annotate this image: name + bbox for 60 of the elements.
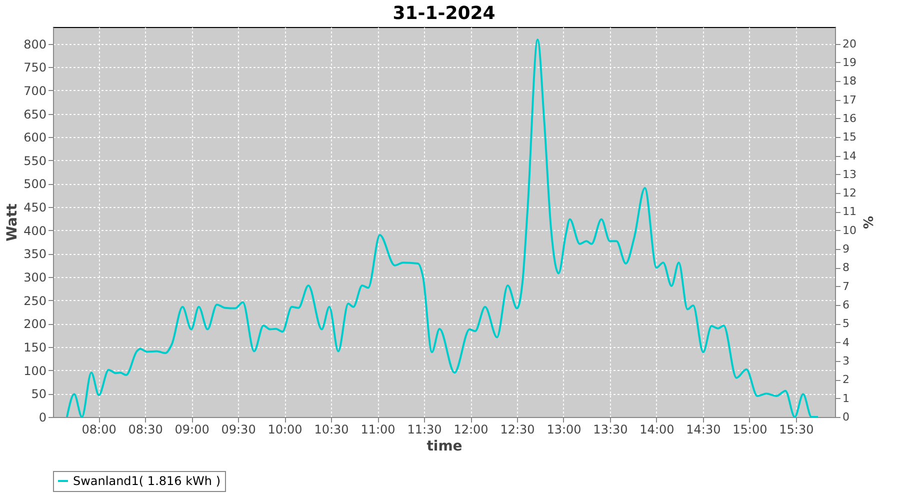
- x-tick-label: 14:00: [640, 422, 674, 436]
- x-tick-label: 11:30: [407, 422, 442, 436]
- x-tick-label: 09:30: [221, 422, 256, 436]
- x-tick-label: 15:00: [732, 422, 768, 436]
- y2-tick-label: 20: [842, 37, 856, 50]
- line-series: [66, 38, 820, 418]
- chart-title: 31-1-2024: [392, 3, 496, 24]
- legend-label: Swanland1( 1.816 kWh ): [73, 474, 221, 488]
- y2-tick-label: 3: [842, 354, 850, 368]
- y-tick-label: 600: [24, 130, 46, 145]
- y-tick-label: 200: [24, 317, 46, 332]
- y2-axis-title: %: [859, 216, 874, 230]
- y2-tick-label: 9: [842, 242, 850, 256]
- y2-tick-label: 0: [842, 410, 850, 424]
- y2-tick-label: 4: [842, 336, 850, 349]
- y2-tick-label: 11: [842, 205, 856, 218]
- x-tick-label: 10:30: [314, 422, 349, 436]
- x-axis-title: time: [426, 438, 462, 454]
- x-tick-label: 10:00: [268, 422, 302, 436]
- x-tick-label: 11:00: [360, 422, 396, 436]
- y2-tick-label: 14: [842, 149, 856, 162]
- y-tick-label: 350: [24, 247, 46, 262]
- y-tick-label: 750: [24, 60, 46, 75]
- x-tick-label: 13:30: [593, 422, 628, 436]
- x-tick-label: 08:30: [128, 422, 163, 436]
- y2-tick-label: 10: [842, 224, 856, 237]
- y-tick-label: 250: [24, 294, 46, 308]
- y-tick-label: 100: [24, 364, 46, 378]
- y2-tick-label: 1: [842, 392, 850, 405]
- x-tick-label: 15:30: [779, 422, 814, 436]
- x-tick-label: 08:00: [82, 422, 116, 436]
- y-tick-label: 800: [24, 37, 46, 52]
- y2-tick-label: 8: [842, 261, 850, 274]
- y2-tick-label: 15: [842, 130, 856, 144]
- y2-tick-label: 13: [842, 168, 856, 181]
- y-tick-label: 500: [24, 177, 46, 192]
- y2-tick-label: 12: [842, 186, 856, 200]
- y2-tick-label: 18: [842, 74, 856, 88]
- y-tick-label: 300: [24, 270, 46, 285]
- y-tick-label: 700: [24, 84, 46, 98]
- y2-tick-label: 16: [842, 112, 856, 125]
- x-tick-label: 13:00: [546, 422, 582, 436]
- y-tick-label: 50: [31, 387, 46, 402]
- x-tick-label: 09:00: [174, 422, 210, 436]
- y2-tick-label: 2: [842, 373, 850, 386]
- y-tick-label: 150: [24, 340, 46, 355]
- y2-tick-label: 7: [842, 280, 850, 293]
- y2-tick-label: 17: [842, 93, 856, 106]
- y2-tick-label: 5: [842, 317, 850, 330]
- x-tick-label: 14:30: [686, 422, 721, 436]
- x-tick-label: 12:00: [454, 422, 488, 436]
- y-tick-label: 0: [38, 410, 46, 424]
- x-tick-label: 12:30: [500, 422, 535, 436]
- y-tick-label: 400: [24, 224, 46, 238]
- y2-tick-label: 6: [842, 298, 850, 312]
- y2-tick-label: 19: [842, 56, 856, 69]
- y-tick-label: 550: [24, 154, 46, 168]
- y-tick-label: 650: [24, 107, 46, 122]
- y-tick-label: 450: [24, 200, 46, 215]
- y-axis-title: Watt: [4, 203, 21, 242]
